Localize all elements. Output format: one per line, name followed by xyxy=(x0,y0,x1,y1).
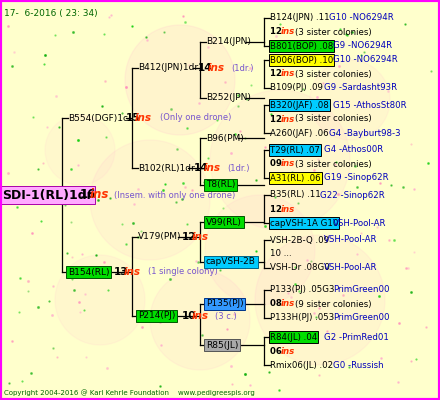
Text: (9 sister colonies): (9 sister colonies) xyxy=(295,300,371,308)
Text: B252(JPN): B252(JPN) xyxy=(206,94,251,102)
Circle shape xyxy=(55,255,145,345)
Circle shape xyxy=(255,235,385,365)
Text: P135(PJ): P135(PJ) xyxy=(206,300,244,308)
Text: VSH-Pool-AR: VSH-Pool-AR xyxy=(324,236,378,244)
Text: ins: ins xyxy=(208,63,225,73)
Text: B109(PJ) .09: B109(PJ) .09 xyxy=(270,84,323,92)
Text: 17-  6-2016 ( 23: 34): 17- 6-2016 ( 23: 34) xyxy=(4,9,98,18)
Text: capVSH-2B: capVSH-2B xyxy=(206,258,256,266)
Text: P133(PJ) .05G3: P133(PJ) .05G3 xyxy=(270,286,334,294)
Text: VSH-Pool-AR: VSH-Pool-AR xyxy=(324,264,378,272)
Circle shape xyxy=(150,270,250,370)
Text: (Only one drone): (Only one drone) xyxy=(160,114,231,122)
Text: G9 -Sardasht93R: G9 -Sardasht93R xyxy=(324,84,397,92)
Text: (3 c.): (3 c.) xyxy=(215,312,237,320)
Text: B412(JPN)1dr: B412(JPN)1dr xyxy=(138,64,198,72)
Text: VSH-Dr .08G0: VSH-Dr .08G0 xyxy=(270,264,330,272)
Text: ins: ins xyxy=(135,113,152,123)
Text: P133H(PJ) .053: P133H(PJ) .053 xyxy=(270,314,334,322)
Text: ins: ins xyxy=(281,114,295,124)
Text: VSH-Pool-AR: VSH-Pool-AR xyxy=(333,218,386,228)
Circle shape xyxy=(45,115,115,185)
Text: ins: ins xyxy=(281,300,295,308)
Circle shape xyxy=(205,195,315,305)
Text: R84(JL) .04: R84(JL) .04 xyxy=(270,332,317,342)
Text: V179(PM): V179(PM) xyxy=(138,232,181,242)
Text: A31(RL) .06: A31(RL) .06 xyxy=(270,174,321,182)
Text: 10 ...: 10 ... xyxy=(270,250,292,258)
Text: B35(RL) .11: B35(RL) .11 xyxy=(270,190,321,200)
Text: ins: ins xyxy=(281,160,295,168)
Text: (3 sister colonies): (3 sister colonies) xyxy=(295,28,372,36)
Text: B154(RL): B154(RL) xyxy=(68,268,110,276)
Text: ins: ins xyxy=(281,346,295,356)
Text: ins: ins xyxy=(204,163,221,173)
Text: (Insem. with only one drone): (Insem. with only one drone) xyxy=(114,190,235,200)
Text: G15 -AthosSt80R: G15 -AthosSt80R xyxy=(333,100,406,110)
Text: (1dr.): (1dr.) xyxy=(227,164,249,172)
Text: 12: 12 xyxy=(270,28,285,36)
Text: 12: 12 xyxy=(270,70,285,78)
Circle shape xyxy=(90,140,210,260)
Text: G0 -Russish: G0 -Russish xyxy=(333,360,383,370)
Text: B124(JPN) .11: B124(JPN) .11 xyxy=(270,14,330,22)
Text: ins: ins xyxy=(90,188,110,202)
Text: P214(PJ): P214(PJ) xyxy=(138,312,176,320)
Text: ins: ins xyxy=(124,267,141,277)
Text: VSH-2B-Q .09: VSH-2B-Q .09 xyxy=(270,236,329,244)
Text: B214(JPN): B214(JPN) xyxy=(206,38,251,46)
Text: T8(RL): T8(RL) xyxy=(206,180,235,190)
Text: G10 -NO6294R: G10 -NO6294R xyxy=(333,56,397,64)
Text: Rmix06(JL) .02: Rmix06(JL) .02 xyxy=(270,360,333,370)
Text: (3 sister colonies): (3 sister colonies) xyxy=(295,70,372,78)
Circle shape xyxy=(125,25,235,135)
Text: Copyright 2004-2016 @ Karl Kehrle Foundation    www.pedigreespis.org: Copyright 2004-2016 @ Karl Kehrle Founda… xyxy=(4,389,255,396)
Text: 12: 12 xyxy=(270,204,285,214)
Text: G19 -Sinop62R: G19 -Sinop62R xyxy=(324,174,389,182)
Circle shape xyxy=(210,90,350,230)
Text: PrimGreen00: PrimGreen00 xyxy=(333,314,389,322)
Text: 09: 09 xyxy=(270,160,285,168)
Circle shape xyxy=(310,60,390,140)
Text: 10: 10 xyxy=(182,311,197,321)
Text: G4 -Athos00R: G4 -Athos00R xyxy=(324,146,383,154)
Text: V99(RL): V99(RL) xyxy=(206,218,242,226)
Text: SDI-1(RL)1dr: SDI-1(RL)1dr xyxy=(2,188,93,202)
Text: 12: 12 xyxy=(182,232,197,242)
Text: ins: ins xyxy=(192,232,209,242)
Text: ins: ins xyxy=(281,204,295,214)
Text: 14: 14 xyxy=(194,163,209,173)
Text: 13: 13 xyxy=(114,267,128,277)
Text: ins: ins xyxy=(281,28,295,36)
Text: G22 -Sinop62R: G22 -Sinop62R xyxy=(320,190,385,200)
Text: B320(JAF) .08: B320(JAF) .08 xyxy=(270,100,329,110)
Text: 12: 12 xyxy=(270,114,285,124)
Text: G2 -PrimRed01: G2 -PrimRed01 xyxy=(324,332,389,342)
Text: G4 -Bayburt98-3: G4 -Bayburt98-3 xyxy=(329,128,400,138)
Text: (3 sister colonies): (3 sister colonies) xyxy=(295,114,372,124)
Text: B96(PM): B96(PM) xyxy=(206,134,244,142)
Text: PrimGreen00: PrimGreen00 xyxy=(333,286,389,294)
Text: ins: ins xyxy=(192,311,209,321)
Text: B006(BOP) .10: B006(BOP) .10 xyxy=(270,56,333,64)
Text: (3 sister colonies): (3 sister colonies) xyxy=(295,160,372,168)
Text: capVSH-1A G10: capVSH-1A G10 xyxy=(270,218,338,228)
Text: ins: ins xyxy=(281,70,295,78)
Text: B102(RL)1dr: B102(RL)1dr xyxy=(138,164,195,172)
Text: G9 -NO6294R: G9 -NO6294R xyxy=(333,42,392,50)
Text: 08: 08 xyxy=(270,300,285,308)
Text: T29(RL) .07: T29(RL) .07 xyxy=(270,146,320,154)
Text: B554(DGF)1c: B554(DGF)1c xyxy=(68,114,128,122)
Text: (1 single colony): (1 single colony) xyxy=(148,268,218,276)
Text: B801(BOP) .08: B801(BOP) .08 xyxy=(270,42,333,50)
Text: 16: 16 xyxy=(80,188,96,202)
Text: 06: 06 xyxy=(270,346,285,356)
Text: A260(JAF) .06: A260(JAF) .06 xyxy=(270,128,329,138)
Text: G10 -NO6294R: G10 -NO6294R xyxy=(329,14,393,22)
Text: (1dr.): (1dr.) xyxy=(231,64,253,72)
Text: R85(JL): R85(JL) xyxy=(206,340,238,350)
Text: 15: 15 xyxy=(126,113,140,123)
Text: 14: 14 xyxy=(198,63,213,73)
